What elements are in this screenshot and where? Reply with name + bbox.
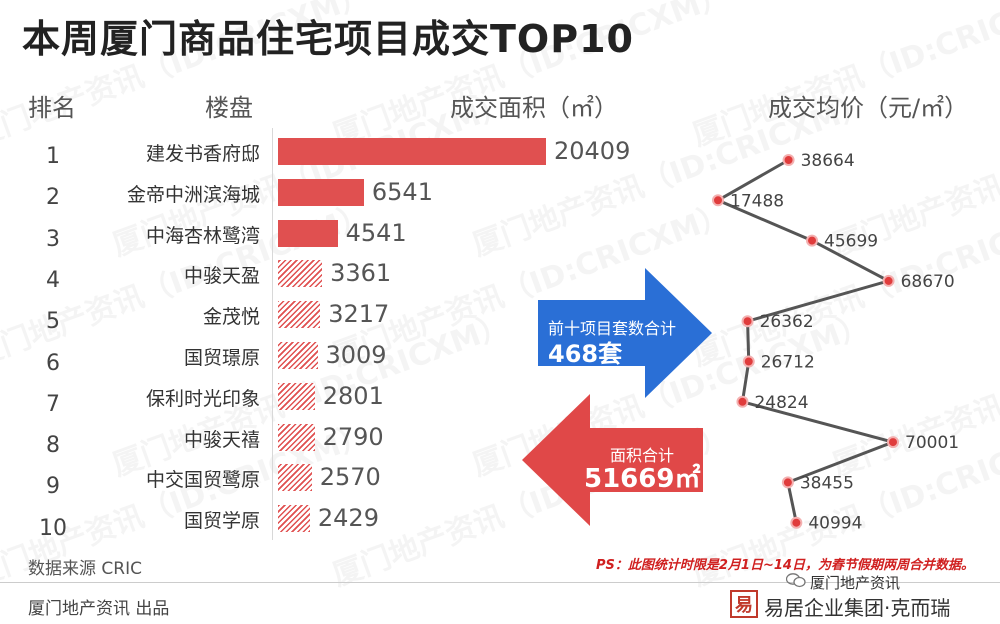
area-value-label: 2429 <box>317 504 379 533</box>
project-name: 中交国贸鹭原 <box>145 469 260 492</box>
area-bar <box>278 342 318 369</box>
rank-label: 9 <box>46 474 60 500</box>
area-bar <box>278 178 364 206</box>
area-bar <box>278 505 310 533</box>
rank-label: 4 <box>46 267 60 293</box>
price-point <box>790 516 803 529</box>
footer-divider <box>0 582 1000 583</box>
header-price: 成交均价（元/㎡） <box>768 94 969 122</box>
area-bar <box>278 138 546 165</box>
rank-label: 1 <box>46 144 60 169</box>
area-total-label: 面积合计 <box>610 446 675 465</box>
axis-divider <box>272 128 273 540</box>
wechat-icon <box>786 573 806 588</box>
area-value-label: 2790 <box>322 422 384 451</box>
area-value-label: 3361 <box>330 259 392 288</box>
rank-label: 7 <box>46 391 60 417</box>
price-point <box>782 154 795 166</box>
wechat-account: 厦门地产资讯 <box>810 574 901 592</box>
area-bar <box>278 219 338 247</box>
project-name: 建发书香府邸 <box>145 143 260 165</box>
project-name: 金帝中洲滨海城 <box>126 183 260 206</box>
price-value-label: 40994 <box>808 514 862 534</box>
project-name: 中骏天禧 <box>183 428 260 451</box>
price-value-label: 38455 <box>800 473 854 493</box>
sets-total-value: 468套 <box>548 340 623 368</box>
rank-label: 3 <box>46 226 60 252</box>
header-rank: 排名 <box>28 94 76 122</box>
publisher-credit: 厦门地产资讯 出品 <box>28 599 170 619</box>
price-point <box>806 234 819 247</box>
price-point <box>742 355 755 368</box>
area-bar <box>278 423 315 451</box>
area-value-label: 3217 <box>328 300 390 329</box>
price-value-label: 17488 <box>730 191 784 211</box>
area-value-label: 2570 <box>319 463 381 492</box>
sets-total-label: 前十项目套数合计 <box>548 319 677 338</box>
price-point <box>736 395 749 408</box>
page-title: 本周厦门商品住宅项目成交TOP10 <box>22 17 634 61</box>
area-value-label: 6541 <box>371 177 433 206</box>
price-value-label: 24824 <box>754 393 808 413</box>
price-value-label: 68670 <box>901 272 955 292</box>
project-name: 国贸学原 <box>183 510 260 533</box>
rank-label: 10 <box>39 515 67 541</box>
project-name: 国贸璟原 <box>183 347 260 369</box>
price-value-label: 70001 <box>905 433 959 453</box>
price-value-label: 26712 <box>761 353 815 373</box>
area-value-label: 20409 <box>554 137 631 165</box>
area-total-value: 51669㎡ <box>584 464 701 494</box>
price-point <box>882 274 895 287</box>
price-point <box>887 436 899 449</box>
project-name: 金茂悦 <box>202 306 260 329</box>
header-project: 楼盘 <box>205 94 253 122</box>
company-logo-text: 易居企业集团·克而瑞 <box>764 596 951 620</box>
price-value-label: 38664 <box>801 151 855 171</box>
header-area: 成交面积（㎡） <box>450 94 618 122</box>
rank-label: 6 <box>46 350 60 376</box>
area-value-label: 2801 <box>322 381 384 410</box>
project-name: 保利时光印象 <box>145 387 260 410</box>
price-point <box>741 315 754 328</box>
footnote: PS：此图统计时限是2月1日~14日，为春节假期两周合并数据。 <box>596 558 974 573</box>
area-total-arrow <box>522 394 703 526</box>
project-name: 中海杏林鹭湾 <box>145 224 260 247</box>
area-bar <box>278 464 312 492</box>
price-value-label: 45699 <box>824 232 878 252</box>
data-source: 数据来源 CRIC <box>28 559 142 579</box>
project-name: 中骏天盈 <box>183 265 260 288</box>
rank-label: 2 <box>46 185 60 211</box>
price-point <box>712 194 724 207</box>
price-line <box>714 158 898 524</box>
sets-total-arrow <box>538 268 712 398</box>
price-value-label: 26362 <box>760 312 814 332</box>
area-value-label: 4541 <box>345 218 407 247</box>
rank-label: 8 <box>46 433 60 459</box>
area-bar <box>278 301 321 329</box>
area-value-label: 3009 <box>325 341 387 369</box>
rank-label: 5 <box>46 309 60 335</box>
area-bar <box>278 382 315 410</box>
area-bar <box>278 260 323 288</box>
company-logo-seal: 易 <box>730 590 758 618</box>
price-point <box>781 476 794 489</box>
